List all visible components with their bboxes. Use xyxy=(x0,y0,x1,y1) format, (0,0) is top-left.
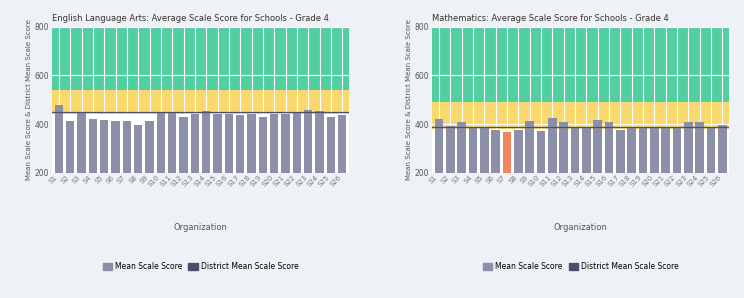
Bar xyxy=(52,90,349,114)
Bar xyxy=(247,114,256,173)
Bar xyxy=(434,119,443,173)
Bar xyxy=(559,122,568,173)
Bar xyxy=(123,120,131,173)
Bar xyxy=(650,127,658,173)
Bar xyxy=(338,115,347,173)
Bar xyxy=(571,128,580,173)
Bar xyxy=(684,122,693,173)
Bar xyxy=(236,115,245,173)
Bar xyxy=(304,110,312,173)
Bar xyxy=(525,121,534,173)
Text: Mathematics: Average Scale Score for Schools - Grade 4: Mathematics: Average Scale Score for Sch… xyxy=(432,14,669,23)
Bar xyxy=(491,130,500,173)
Legend: Mean Scale Score, District Mean Scale Score: Mean Scale Score, District Mean Scale Sc… xyxy=(480,259,682,274)
Bar xyxy=(469,127,477,173)
Bar xyxy=(202,111,211,173)
Bar xyxy=(536,131,545,173)
Bar xyxy=(673,127,682,173)
Bar xyxy=(66,121,74,173)
Y-axis label: Mean Scale Score & District Mean Scale Score: Mean Scale Score & District Mean Scale S… xyxy=(26,19,32,180)
Bar xyxy=(52,27,349,90)
Y-axis label: Mean Scale Score & District Mean Scale Score: Mean Scale Score & District Mean Scale S… xyxy=(406,19,412,180)
Bar xyxy=(639,128,647,173)
Bar xyxy=(707,128,715,173)
Bar xyxy=(89,119,97,173)
Bar xyxy=(432,129,729,173)
Bar xyxy=(627,128,636,173)
Bar xyxy=(503,132,511,173)
Bar xyxy=(446,126,455,173)
Bar xyxy=(54,105,63,173)
Bar xyxy=(77,112,86,173)
Bar xyxy=(432,102,729,129)
Bar xyxy=(281,114,290,173)
Legend: Mean Scale Score, District Mean Scale Score: Mean Scale Score, District Mean Scale Sc… xyxy=(100,259,301,274)
Bar xyxy=(168,113,176,173)
Bar xyxy=(327,117,335,173)
X-axis label: Organization: Organization xyxy=(554,223,608,232)
Bar xyxy=(480,127,489,173)
Bar xyxy=(270,114,278,173)
Bar xyxy=(594,120,602,173)
Bar xyxy=(259,117,267,173)
Bar xyxy=(145,120,154,173)
Bar xyxy=(432,27,729,102)
Bar xyxy=(718,125,727,173)
Bar xyxy=(616,130,624,173)
Bar xyxy=(661,128,670,173)
Bar xyxy=(52,114,349,173)
Bar xyxy=(548,118,557,173)
Bar xyxy=(582,127,591,173)
Bar xyxy=(514,130,522,173)
Bar xyxy=(315,111,324,173)
Bar xyxy=(100,120,109,173)
Bar xyxy=(696,122,704,173)
Bar xyxy=(134,125,142,173)
Bar xyxy=(179,117,187,173)
Bar xyxy=(292,112,301,173)
Bar xyxy=(605,122,613,173)
Bar xyxy=(157,112,165,173)
Bar xyxy=(214,114,222,173)
Bar xyxy=(225,114,233,173)
Bar xyxy=(190,114,199,173)
X-axis label: Organization: Organization xyxy=(173,223,228,232)
Bar xyxy=(112,120,120,173)
Text: English Language Arts: Average Scale Score for Schools - Grade 4: English Language Arts: Average Scale Sco… xyxy=(52,14,329,23)
Bar xyxy=(458,122,466,173)
